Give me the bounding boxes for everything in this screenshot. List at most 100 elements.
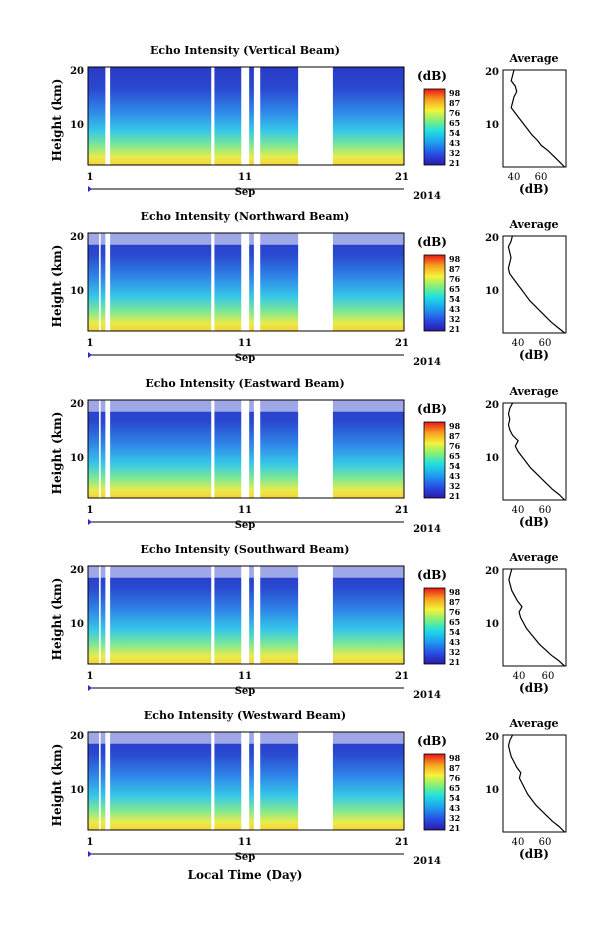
colorbar-tick-label: 54 bbox=[449, 294, 461, 304]
year-label: 2014 bbox=[413, 856, 441, 867]
month-label: Sep bbox=[235, 520, 256, 531]
panel-southward-beam: Echo Intensity (Southward Beam) Height (… bbox=[50, 543, 567, 701]
x-tick-label-1: 1 bbox=[87, 837, 94, 848]
colorbar-tick-label: 21 bbox=[449, 657, 460, 667]
colorbar-tick-label: 32 bbox=[449, 813, 460, 823]
data-gap bbox=[211, 732, 215, 830]
y-tick-label-20: 20 bbox=[70, 565, 84, 576]
average-title: Average bbox=[508, 385, 558, 398]
y-tick-label-10: 10 bbox=[70, 286, 84, 297]
colorbar-tick-label: 87 bbox=[449, 597, 460, 607]
avg-y-tick-label-20: 20 bbox=[485, 566, 499, 577]
data-gap bbox=[298, 67, 333, 165]
plot-frame bbox=[87, 399, 405, 499]
y-tick-label-10: 10 bbox=[70, 120, 84, 131]
x-tick-label-11: 11 bbox=[238, 338, 252, 349]
avg-y-tick-label-20: 20 bbox=[485, 732, 499, 743]
time-axis-marker bbox=[88, 186, 92, 192]
x-tick-label-1: 1 bbox=[87, 505, 94, 516]
time-axis-marker bbox=[88, 352, 92, 358]
avg-x-tick-label-40: 40 bbox=[508, 172, 521, 183]
chart-title: Echo Intensity (Eastward Beam) bbox=[145, 377, 344, 390]
avg-x-tick-label-60: 60 bbox=[539, 338, 552, 349]
avg-y-tick-label-10: 10 bbox=[485, 619, 499, 630]
colorbar-tick-label: 87 bbox=[449, 98, 460, 108]
x-tick-label-21: 21 bbox=[395, 172, 409, 183]
average-title: Average bbox=[508, 52, 558, 65]
time-axis-marker bbox=[88, 851, 92, 857]
y-axis-label: Height (km) bbox=[50, 412, 64, 495]
colorbar-tick-label: 54 bbox=[449, 793, 461, 803]
colorbar-tick-label: 32 bbox=[449, 148, 460, 158]
data-gap bbox=[253, 67, 261, 165]
data-gap bbox=[298, 400, 333, 498]
data-gap bbox=[105, 566, 111, 664]
colorbar-tick-label: 65 bbox=[449, 783, 460, 793]
colorbar-tick-label: 98 bbox=[449, 421, 461, 431]
average-title: Average bbox=[508, 717, 558, 730]
y-tick-label-20: 20 bbox=[70, 399, 84, 410]
y-tick-label-20: 20 bbox=[70, 66, 84, 77]
data-gap bbox=[298, 233, 333, 331]
colorbar-tick-label: 87 bbox=[449, 431, 460, 441]
plot-frame bbox=[87, 565, 405, 665]
colorbar-tick-label: 32 bbox=[449, 647, 460, 657]
data-gap bbox=[253, 566, 261, 664]
colorbar-tick-label: 65 bbox=[449, 118, 460, 128]
colorbar-tick-label: 65 bbox=[449, 284, 460, 294]
data-gap bbox=[105, 67, 111, 165]
colorbar-tick-label: 21 bbox=[449, 491, 460, 501]
avg-y-tick-label-20: 20 bbox=[485, 67, 499, 78]
average-title: Average bbox=[508, 551, 558, 564]
year-label: 2014 bbox=[413, 690, 441, 701]
plot-frame bbox=[87, 232, 405, 332]
colorbar-tick-label: 54 bbox=[449, 461, 461, 471]
data-gap bbox=[241, 233, 250, 331]
data-gap bbox=[241, 566, 250, 664]
colorbar-tick-label: 54 bbox=[449, 627, 461, 637]
data-gap bbox=[241, 67, 250, 165]
panel-eastward-beam: Echo Intensity (Eastward Beam) Height (k… bbox=[50, 377, 567, 535]
panel-vertical-beam: Echo Intensity (Vertical Beam) Height (k… bbox=[50, 44, 567, 202]
data-gap bbox=[241, 400, 250, 498]
panel-westward-beam: Echo Intensity (Westward Beam) Height (k… bbox=[50, 709, 567, 882]
chart-title: Echo Intensity (Northward Beam) bbox=[141, 210, 350, 223]
average-frame bbox=[502, 69, 567, 168]
x-tick-label-21: 21 bbox=[395, 505, 409, 516]
colorbar-unit: (dB) bbox=[417, 402, 447, 416]
year-label: 2014 bbox=[413, 524, 441, 535]
average-profile-line bbox=[508, 568, 565, 667]
x-tick-label-21: 21 bbox=[395, 338, 409, 349]
x-tick-label-1: 1 bbox=[87, 338, 94, 349]
colorbar-tick-label: 76 bbox=[449, 441, 461, 451]
data-gap bbox=[211, 400, 215, 498]
data-gap bbox=[241, 732, 250, 830]
panel-northward-beam: Echo Intensity (Northward Beam) Height (… bbox=[50, 210, 567, 368]
avg-y-tick-label-10: 10 bbox=[485, 286, 499, 297]
average-frame bbox=[502, 402, 567, 501]
data-gap bbox=[253, 233, 261, 331]
data-gap bbox=[99, 732, 101, 830]
colorbar bbox=[423, 753, 446, 831]
plot-frame bbox=[87, 731, 405, 831]
avg-x-tick-label-40: 40 bbox=[512, 505, 525, 516]
data-gap bbox=[105, 400, 111, 498]
colorbar-tick-label: 98 bbox=[449, 88, 461, 98]
avg-x-tick-label-40: 40 bbox=[512, 338, 525, 349]
average-frame bbox=[502, 235, 567, 334]
x-tick-label-1: 1 bbox=[87, 671, 94, 682]
y-axis-label: Height (km) bbox=[50, 79, 64, 162]
average-frame bbox=[502, 568, 567, 667]
data-gap bbox=[105, 732, 111, 830]
avg-x-tick-label-60: 60 bbox=[539, 837, 552, 848]
colorbar-tick-label: 43 bbox=[449, 637, 461, 647]
colorbar-tick-label: 76 bbox=[449, 108, 461, 118]
average-profile-line bbox=[510, 69, 566, 168]
x-tick-label-21: 21 bbox=[395, 837, 409, 848]
avg-y-tick-label-20: 20 bbox=[485, 400, 499, 411]
average-title: Average bbox=[508, 218, 558, 231]
avg-x-axis-label: (dB) bbox=[519, 515, 549, 529]
data-gap bbox=[253, 732, 261, 830]
year-label: 2014 bbox=[413, 191, 441, 202]
data-gap bbox=[99, 400, 101, 498]
